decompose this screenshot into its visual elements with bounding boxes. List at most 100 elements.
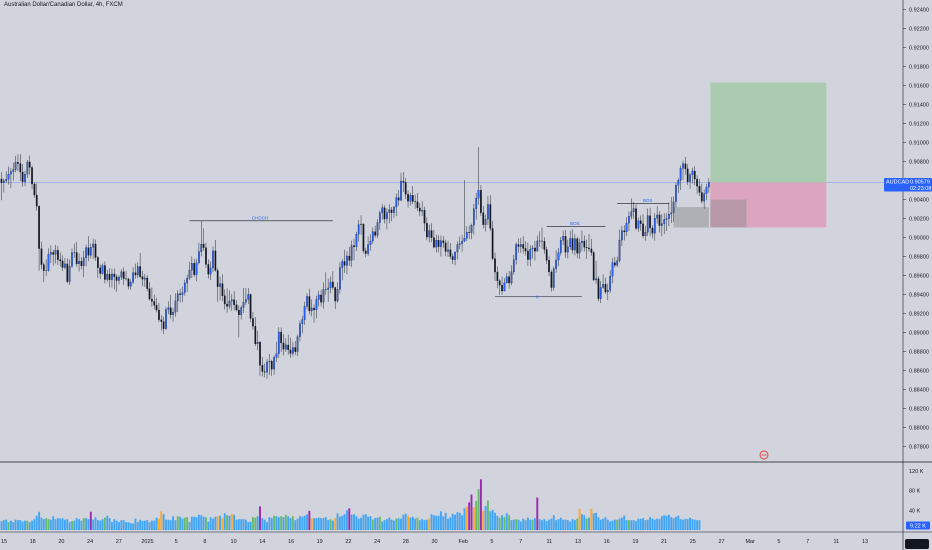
- volume-bar: [395, 518, 398, 530]
- candle-body: [564, 236, 567, 253]
- candle-body: [263, 371, 266, 373]
- volume-bar: [691, 519, 694, 530]
- candle-body: [195, 262, 198, 275]
- position-tool[interactable]: [673, 82, 827, 228]
- volume-bar: [555, 520, 558, 530]
- candle-body: [423, 210, 426, 224]
- candle-body: [418, 207, 421, 212]
- volume-bar: [181, 518, 184, 530]
- price-tick-label: 0.91400: [909, 103, 929, 109]
- volume-bar: [698, 520, 701, 530]
- tradingview-logo-icon[interactable]: [905, 539, 929, 549]
- candle-body: [644, 232, 647, 237]
- candle-body: [198, 251, 200, 263]
- candle-body: [176, 293, 179, 302]
- candle-body: [97, 257, 99, 268]
- volume-bar: [494, 512, 496, 530]
- candle-body: [94, 243, 97, 258]
- volume-bar: [256, 516, 259, 530]
- earnings-circle-icon: [759, 450, 769, 460]
- volume-bar: [315, 518, 318, 530]
- candle-body: [552, 268, 555, 288]
- volume-bar: [552, 515, 555, 530]
- volume-bar: [578, 508, 581, 530]
- volume-bar: [616, 519, 619, 530]
- candle-body: [451, 256, 454, 260]
- volume-bar: [73, 520, 76, 530]
- volume-bar: [299, 516, 301, 530]
- candle-body: [693, 170, 696, 180]
- candle-body: [416, 201, 419, 209]
- volume-bar: [411, 516, 414, 530]
- volume-bar: [595, 512, 597, 530]
- current-price-symbol: AUDCAD: [886, 180, 909, 186]
- candle-body: [505, 276, 508, 284]
- candle-body: [186, 278, 189, 284]
- volume-bar: [649, 517, 652, 530]
- candle-body: [167, 307, 170, 310]
- candle-body: [148, 288, 151, 300]
- time-tick-label: 20: [58, 539, 64, 545]
- volume-bar: [237, 519, 240, 530]
- candle-body: [635, 208, 637, 229]
- volume-bar: [475, 500, 478, 530]
- volume-bar: [82, 518, 85, 530]
- candle-body: [433, 237, 435, 248]
- candle-body: [47, 254, 50, 271]
- volume-bar: [350, 514, 353, 530]
- volume-bar: [120, 520, 123, 530]
- volume-bar: [430, 514, 433, 530]
- volume-bar: [653, 519, 656, 530]
- volume-bar: [169, 520, 172, 530]
- volume-bar: [519, 521, 522, 530]
- candle-body: [329, 281, 332, 289]
- volume-bar: [308, 510, 311, 530]
- volume-bar: [571, 519, 574, 530]
- volume-bar: [172, 516, 174, 530]
- volume-bar: [291, 516, 294, 530]
- volume-bar: [435, 515, 438, 530]
- volume-bar: [484, 505, 487, 530]
- volume-bar: [526, 517, 529, 530]
- candle-body: [317, 294, 320, 300]
- candle-body: [129, 282, 132, 287]
- candle-body: [212, 250, 214, 269]
- candle-body: [99, 267, 102, 274]
- volume-bar: [505, 513, 508, 530]
- candle-body: [202, 243, 205, 248]
- volume-bar: [132, 523, 135, 530]
- volume-bar: [686, 519, 689, 530]
- annotations-layer: CHOCH BOS BOS X: [189, 198, 669, 299]
- volume-bar: [49, 519, 52, 530]
- candle-body: [487, 204, 489, 220]
- volume-bar: [606, 519, 609, 530]
- volume-bar: [42, 519, 45, 530]
- candle-body: [447, 249, 449, 252]
- volume-bar: [503, 517, 506, 530]
- volume-bar: [679, 519, 682, 530]
- candle-body: [42, 264, 45, 271]
- volume-bar: [329, 519, 332, 530]
- volume-bar: [374, 518, 377, 530]
- volume-bar: [684, 518, 687, 530]
- volume-bar: [651, 518, 654, 530]
- volume-bar: [442, 516, 445, 530]
- volume-bar: [524, 520, 527, 530]
- candle-body: [223, 295, 226, 305]
- candle-body: [50, 252, 52, 255]
- time-tick-label: 7: [519, 539, 522, 545]
- candle-body: [700, 192, 703, 202]
- volume-bar: [261, 518, 264, 530]
- volume-bar: [357, 518, 360, 530]
- candle-body: [386, 212, 388, 220]
- volume-bar: [393, 520, 395, 530]
- volume-bar: [284, 514, 287, 530]
- volume-bar: [24, 520, 26, 530]
- candle-body: [649, 215, 651, 229]
- volume-bar: [672, 518, 675, 530]
- candle-body: [670, 212, 673, 215]
- candle-body: [470, 225, 473, 233]
- candle-body: [623, 230, 626, 233]
